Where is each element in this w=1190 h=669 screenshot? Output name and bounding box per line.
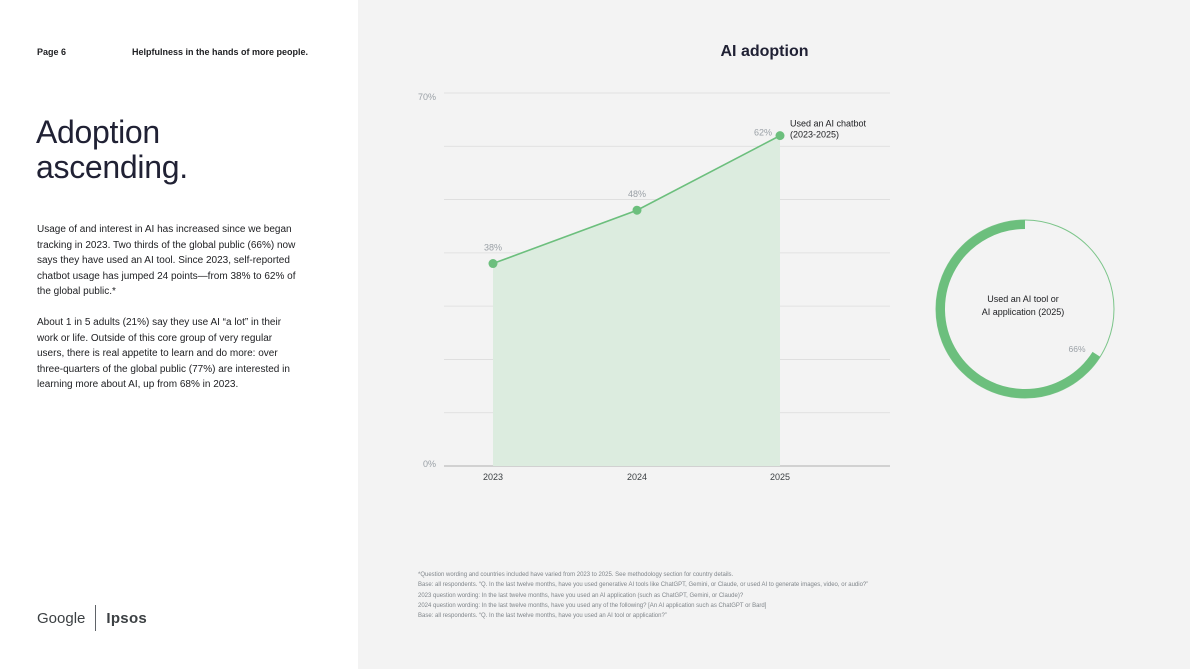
donut-slice bbox=[936, 220, 1101, 398]
donut-layer: Used an AI tool or AI application (2025) 6… bbox=[935, 219, 1115, 399]
ipsos-logo: Ipsos bbox=[106, 609, 148, 627]
donut-label: Used an AI tool or bbox=[987, 294, 1059, 304]
footnote: 2023 question wording: In the last twelv… bbox=[418, 592, 744, 599]
footnote: *Question wording and countries included… bbox=[418, 572, 734, 578]
footnote: Base: all respondents. “Q. In the last t… bbox=[418, 613, 667, 620]
data-point bbox=[632, 205, 642, 215]
series-label: Used an AI chatbot bbox=[790, 119, 867, 129]
footnotes: *Question wording and countries included… bbox=[418, 570, 1118, 621]
data-point bbox=[775, 131, 785, 141]
brand-logo: Google Ipsos bbox=[37, 605, 147, 631]
x-tick-label: 2024 bbox=[627, 472, 647, 482]
left-panel: Page 6 Helpfulness in the hands of more … bbox=[0, 0, 358, 669]
x-tick-label: 2023 bbox=[483, 472, 503, 482]
logo-divider bbox=[95, 605, 97, 631]
data-label: 48% bbox=[628, 189, 646, 199]
chart-title: AI adoption bbox=[720, 43, 809, 60]
data-point bbox=[488, 259, 498, 269]
running-title: Helpfulness in the hands of more people. bbox=[132, 47, 309, 57]
chart-svg: 0% 70% 38% 2023 48% 2024 62% 2025 Used an AI ch… bbox=[418, 92, 1115, 482]
data-label: 62% bbox=[754, 128, 772, 138]
body-paragraph-2: About 1 in 5 adults (21%) say they use A… bbox=[37, 317, 290, 390]
title-line-1: Adoption bbox=[36, 114, 160, 150]
page-number: Page 6 bbox=[37, 47, 67, 57]
donut-value-label: 66% bbox=[1068, 344, 1085, 354]
x-tick-label: 2025 bbox=[770, 472, 790, 482]
footnote: 2024 question wording: In the last twelv… bbox=[418, 602, 767, 609]
chart-panel: AI adoption 0% 70% 38% 2023 48% 2024 62% 2025 U… bbox=[358, 0, 1190, 669]
y-tick-label: 0% bbox=[423, 459, 436, 469]
body-paragraph-1: Usage of and interest in AI has increase… bbox=[37, 224, 296, 297]
area-layer bbox=[493, 135, 780, 466]
donut-label: AI application (2025) bbox=[982, 307, 1065, 317]
series-label: (2023-2025) bbox=[790, 130, 839, 140]
y-tick-label: 70% bbox=[418, 92, 436, 102]
title-line-2: ascending. bbox=[36, 149, 188, 185]
labels-layer: 38% 2023 48% 2024 62% 2025 Used an AI chatbot(… bbox=[483, 119, 867, 482]
series-area bbox=[493, 135, 780, 466]
footnote: Base: all respondents. “Q. In the last t… bbox=[418, 582, 869, 589]
donut-inner bbox=[945, 229, 1105, 389]
google-logo: Google bbox=[37, 609, 86, 627]
points-layer bbox=[488, 131, 785, 269]
data-label: 38% bbox=[484, 243, 502, 253]
page-title: Adoption ascending. bbox=[36, 115, 336, 185]
